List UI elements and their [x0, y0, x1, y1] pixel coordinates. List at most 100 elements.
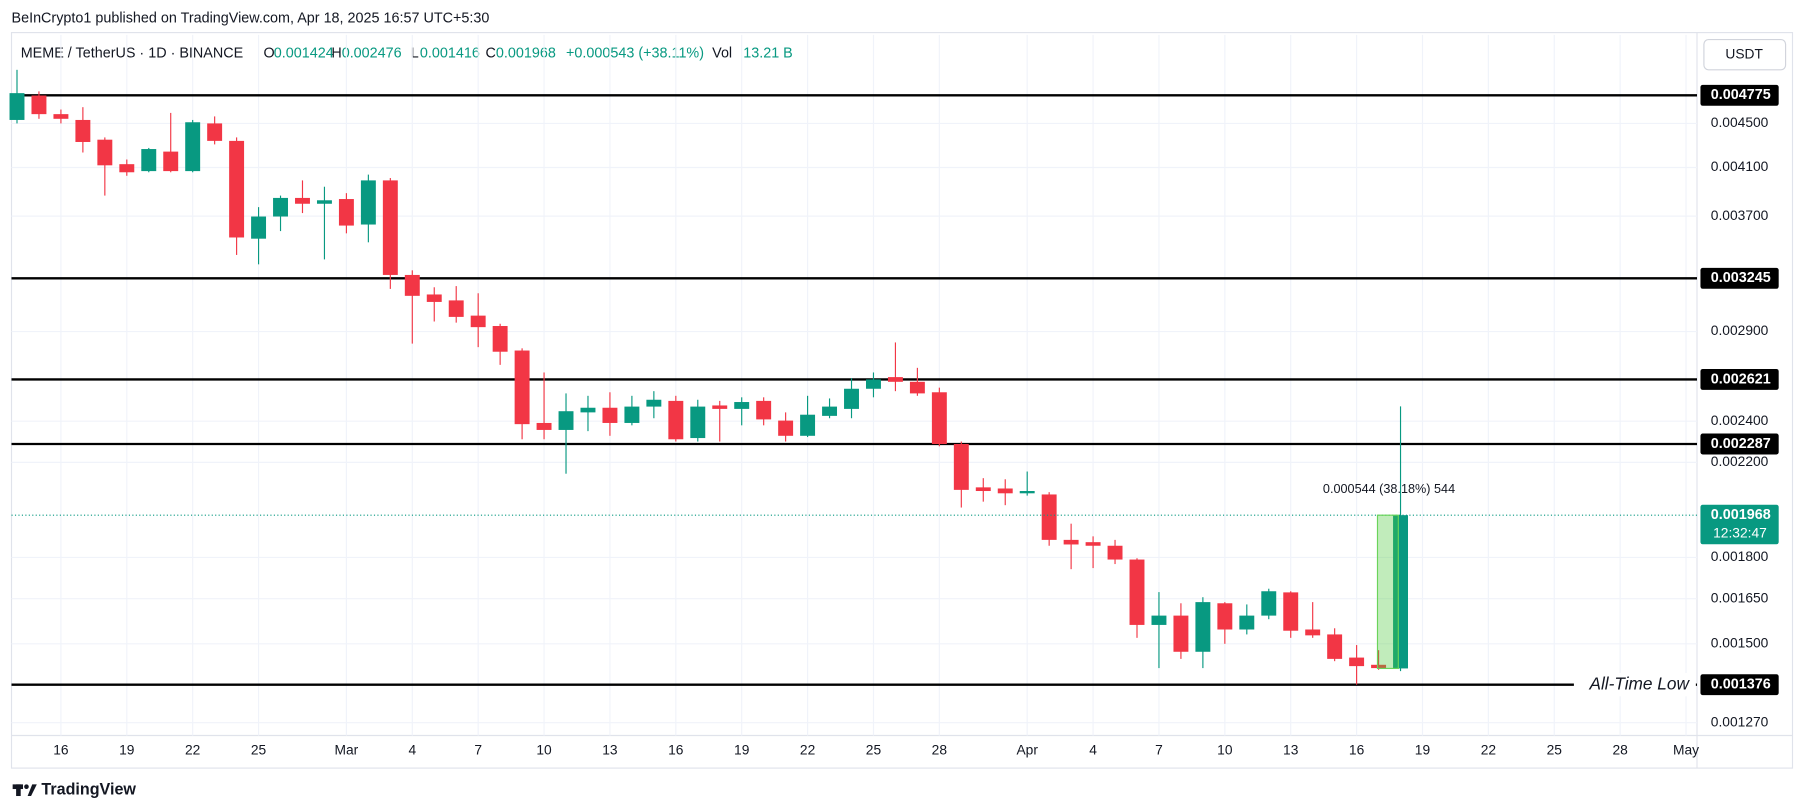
y-tick-label: 0.003700 — [1711, 207, 1769, 223]
x-tick-label: Apr — [1016, 741, 1038, 757]
candle-body — [602, 407, 618, 423]
y-tick-label: 0.004500 — [1711, 114, 1769, 130]
candle-body — [316, 200, 332, 204]
high-label: H — [331, 45, 341, 61]
candle-body — [866, 379, 881, 389]
candle-body — [580, 407, 596, 413]
x-tick-label: 4 — [1089, 741, 1097, 757]
level-label-bg — [1700, 674, 1779, 696]
candle-body — [338, 199, 354, 226]
candle-body — [251, 216, 267, 239]
x-tick-label: 19 — [734, 741, 750, 757]
candle-body — [97, 139, 113, 166]
candle-body — [1085, 542, 1101, 546]
y-tick-label: 0.001650 — [1711, 589, 1769, 605]
candle-body — [1305, 629, 1321, 636]
candle-body — [1261, 591, 1277, 616]
candle-body — [514, 350, 530, 425]
candle-body — [844, 388, 859, 409]
close-label: C — [486, 45, 496, 61]
y-tick-label: 0.002400 — [1711, 412, 1769, 428]
candle-body — [997, 488, 1013, 494]
y-tick-label: 0.001500 — [1711, 634, 1769, 650]
x-tick-label: 16 — [668, 741, 684, 757]
countdown: 12:32:47 — [1713, 524, 1767, 540]
candle-body — [404, 274, 420, 296]
candle-body — [1327, 634, 1343, 659]
x-tick-label: 10 — [536, 741, 552, 757]
x-tick-label: 25 — [251, 741, 267, 757]
candle-body — [1217, 603, 1233, 630]
x-tick-label: 16 — [53, 741, 69, 757]
candle-body — [1283, 592, 1299, 631]
level-label: 0.002287 — [1711, 436, 1771, 452]
open-value: 0.001424 — [274, 45, 334, 61]
x-tick-label: 28 — [932, 741, 948, 757]
level-text-bg — [1573, 673, 1696, 697]
y-tick-label: 0.002900 — [1711, 322, 1769, 338]
footer-brand: TradingView — [41, 780, 136, 798]
candle-body — [141, 149, 157, 172]
measure-box — [1376, 514, 1399, 670]
candle-body — [690, 406, 706, 439]
open-label: O — [263, 45, 274, 61]
candle-body — [1195, 602, 1211, 652]
close-value: 0.001968 — [496, 45, 556, 61]
candle-body — [624, 406, 640, 423]
level-text: All-Time Low — [1588, 673, 1690, 693]
currency-button[interactable] — [1703, 38, 1787, 71]
candle-body — [360, 180, 376, 225]
candle-body — [975, 487, 991, 492]
y-tick-label: 0.004100 — [1711, 158, 1769, 174]
candle-body — [1063, 539, 1079, 545]
high-value: 0.002476 — [342, 45, 402, 61]
x-tick-label: 10 — [1217, 741, 1233, 757]
x-tick-label: 19 — [119, 741, 135, 757]
x-tick-label: May — [1673, 741, 1699, 757]
candle-body — [9, 93, 25, 120]
candle-body — [75, 119, 91, 142]
candle-body — [734, 402, 750, 409]
candle-body — [1151, 615, 1167, 625]
candle-body — [1019, 491, 1035, 494]
candle-body — [909, 381, 925, 394]
x-tick-label: 19 — [1415, 741, 1431, 757]
candle-body — [558, 411, 574, 430]
x-tick-label: 22 — [800, 741, 816, 757]
x-tick-label: 7 — [1155, 741, 1163, 757]
candle-body — [426, 294, 442, 302]
candle-body — [163, 151, 179, 172]
footer-logo — [12, 784, 37, 797]
y-tick-label: 0.001270 — [1711, 713, 1769, 729]
currency[interactable]: USDT — [1725, 45, 1763, 61]
candle-body — [492, 326, 508, 352]
x-tick-label: 22 — [185, 741, 201, 757]
candle-body — [931, 392, 947, 445]
candle-body — [953, 444, 969, 490]
candle-body — [822, 406, 838, 416]
candle-body — [536, 422, 552, 430]
candle-body — [668, 400, 684, 440]
level-label: 0.002621 — [1711, 371, 1771, 387]
candle-body — [756, 400, 772, 420]
volume-value: 13.21 B — [743, 45, 793, 61]
y-tick-label: 0.002200 — [1711, 453, 1769, 469]
x-tick-label: 22 — [1481, 741, 1497, 757]
last-price-label: 0.001968 — [1711, 507, 1771, 523]
last-price-bg — [1700, 504, 1779, 545]
candle-body — [712, 405, 728, 409]
level-label-bg — [1700, 368, 1779, 390]
x-tick-label: 13 — [602, 741, 618, 757]
candle-body — [778, 420, 794, 436]
candle-body — [646, 399, 662, 407]
candle-body — [31, 95, 47, 115]
candle-body — [207, 123, 223, 141]
candle-body — [1239, 615, 1255, 630]
level-label-bg — [1700, 267, 1779, 289]
candle-body — [1371, 664, 1387, 669]
candle-body — [470, 315, 486, 328]
x-tick-label: 25 — [866, 741, 882, 757]
level-label-bg — [1700, 433, 1779, 455]
candle-body — [887, 377, 903, 382]
